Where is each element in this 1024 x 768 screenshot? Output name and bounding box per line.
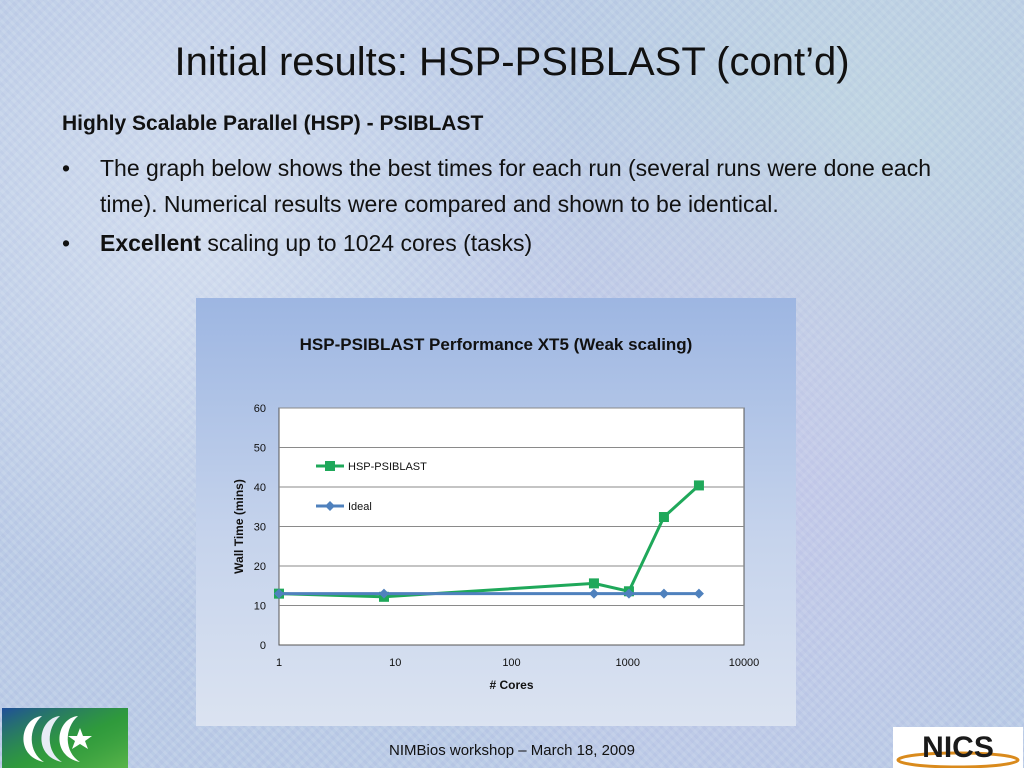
legend-marker xyxy=(325,461,335,471)
bullet-text: The graph below shows the best times for… xyxy=(100,155,931,217)
bullet-text: scaling up to 1024 cores (tasks) xyxy=(201,230,533,256)
slide-title: Initial results: HSP-PSIBLAST (cont’d) xyxy=(174,40,850,84)
slide-subtitle: Highly Scalable Parallel (HSP) - PSIBLAS… xyxy=(62,112,484,135)
performance-chart: HSP-PSIBLAST Performance XT5 (Weak scali… xyxy=(232,335,760,692)
bullet-glyph: • xyxy=(62,230,71,256)
data-point xyxy=(588,588,599,599)
chart-title: HSP-PSIBLAST Performance XT5 (Weak scali… xyxy=(300,335,693,354)
bullet-emphasis: Excellent xyxy=(100,230,201,256)
nics-logo-text: NICS xyxy=(922,731,994,764)
y-tick-label: 0 xyxy=(260,640,266,652)
bullet-item: • The graph below shows the best times f… xyxy=(62,150,942,222)
legend-label: HSP-PSIBLAST xyxy=(348,461,427,473)
y-tick-label: 40 xyxy=(254,482,266,494)
x-tick-label: 10000 xyxy=(729,657,760,669)
y-tick-label: 50 xyxy=(254,443,266,455)
series-line-hsp-psiblast xyxy=(278,484,700,599)
y-tick-label: 10 xyxy=(254,601,266,613)
x-tick-label: 1 xyxy=(276,657,282,669)
nics-logo-icon: NICS xyxy=(893,727,1023,768)
footer-text: NIMBios workshop – March 18, 2009 xyxy=(389,742,635,759)
y-tick-label: 20 xyxy=(254,561,266,573)
data-point xyxy=(274,588,284,599)
data-point xyxy=(378,588,389,599)
data-point xyxy=(693,588,704,599)
bullet-item: • Excellent scaling up to 1024 cores (ta… xyxy=(62,225,942,261)
css-star-logo-icon xyxy=(2,708,128,768)
bullet-glyph: • xyxy=(62,155,71,181)
y-axis-label: Wall Time (mins) xyxy=(232,479,246,574)
bullet-list: • The graph below shows the best times f… xyxy=(62,150,942,264)
legend-marker xyxy=(325,501,335,511)
x-tick-label: 1000 xyxy=(616,657,640,669)
legend-label: Ideal xyxy=(348,501,372,513)
data-point xyxy=(693,480,704,491)
data-point xyxy=(623,588,634,599)
x-axis-label: # Cores xyxy=(489,678,533,692)
x-tick-label: 100 xyxy=(502,657,520,669)
data-point xyxy=(588,578,599,589)
y-tick-label: 30 xyxy=(254,522,266,534)
y-tick-label: 60 xyxy=(254,403,266,415)
data-point xyxy=(658,588,669,599)
data-point xyxy=(658,512,669,523)
chart-panel: HSP-PSIBLAST Performance XT5 (Weak scali… xyxy=(196,298,796,726)
x-tick-label: 10 xyxy=(389,657,401,669)
